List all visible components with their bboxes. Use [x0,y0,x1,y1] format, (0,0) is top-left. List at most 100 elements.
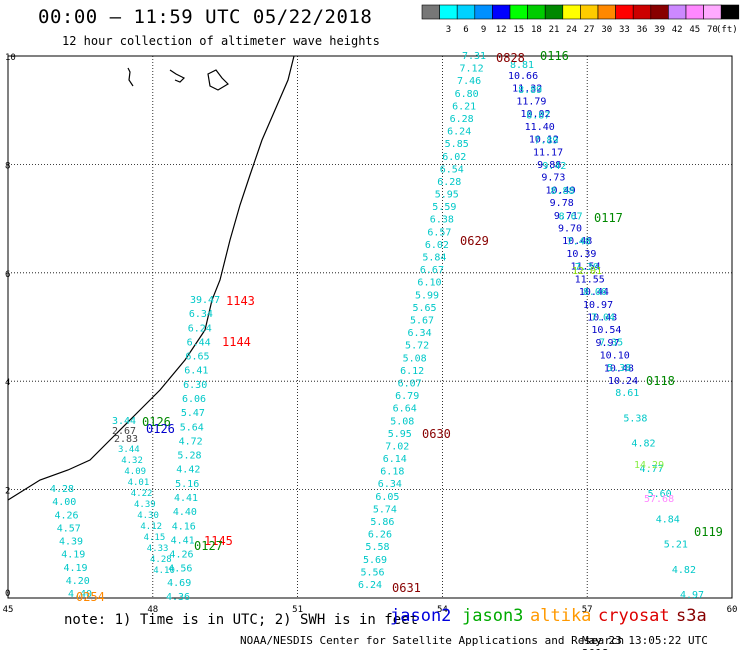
pass-time-label: 0116 [540,49,569,63]
wave-height-value: 4.40 [68,589,92,600]
wave-height-value: 5.16 [175,479,199,490]
wave-height-value: 6.21 [452,101,476,112]
wave-height-special: 57.68 [644,494,674,505]
wave-height-value: 7.31 [462,51,486,62]
wave-height-value: 5.08 [403,353,427,364]
color-scale-label: 21 [549,25,560,35]
wave-height-value: 6.24 [358,580,382,591]
wave-height-value: 4.77 [640,464,664,475]
wave-height-value: 9.70 [558,224,582,235]
color-scale-label: 36 [637,25,648,35]
y-tick-label: 8 [5,161,10,171]
wave-height-value: 5.85 [445,139,469,150]
wave-height-value: 6.10 [417,278,441,289]
island-outline [207,69,229,91]
wave-height-value: 4.36 [166,592,190,603]
wave-height-value: 11.79 [516,96,546,107]
x-tick-label: 48 [147,605,158,615]
color-scale-label: 33 [619,25,630,35]
wave-height-value: 10.48 [604,363,634,374]
wave-height-value: 4.19 [61,550,85,561]
credit-line: NOAA/NESDIS Center for Satellite Applica… [240,634,625,647]
wave-height-value: 5.86 [370,517,394,528]
wave-height-value: 6.80 [455,89,479,100]
color-scale-label: 18 [531,25,542,35]
wave-height-value: 6.14 [383,454,407,465]
color-scale-legend: 3 6 9 12 15 18 21 24 27 30 33 36 39 42 45 70(ft) [421,4,740,35]
wave-height-special: 3.44 [112,416,136,427]
x-tick-label: 51 [292,605,303,615]
wave-height-value: 4.10 [153,566,175,576]
wave-height-value: 4.57 [57,523,81,534]
pass-time-label: 0630 [422,427,451,441]
wave-height-value: 5.59 [432,202,456,213]
wave-height-value: 10.43 [587,312,617,323]
pass-time-label: 0118 [646,374,675,388]
wave-height-value: 9.71 [554,211,578,222]
wave-height-value: 4.28 [150,555,172,565]
wave-height-value: 6.24 [447,127,471,138]
wave-height-value: 5.38 [607,363,631,374]
wave-height-value: 4.41 [171,535,195,546]
wave-height-value: 6.44 [187,337,211,348]
color-scale-label: 24 [566,25,577,35]
satellite-legend-altika: altika [530,606,592,626]
wave-height-value: 4.39 [134,500,156,510]
wave-height-value: 5.84 [422,253,446,264]
color-scale-label: 12 [496,25,507,35]
color-scale-label: 30 [601,25,612,35]
wave-height-value: 4.39 [59,537,83,548]
wave-height-value: 9.73 [541,173,565,184]
wave-height-value: 5.72 [405,341,429,352]
wave-height-value: 4.32 [121,456,143,466]
wave-height-value: 9.78 [550,198,574,209]
wave-height-value: 6.06 [182,394,206,405]
footer-note: note: 1) Time is in UTC; 2) SWH is in fe… [64,612,419,628]
coastline [7,55,295,501]
wave-height-value: 4.15 [144,533,166,543]
y-tick-label: 0 [5,589,10,599]
wave-height-value: 6.41 [184,366,208,377]
island-outline [169,69,186,83]
wave-height-value: 4.22 [131,489,153,499]
wave-height-value: 10.54 [591,325,621,336]
wave-height-value: 8.88 [550,186,574,197]
y-tick-label: 6 [5,270,10,280]
island-outline [127,67,134,87]
wave-height-value: 8.06 [583,287,607,298]
wave-height-value: 7.04 [591,312,615,323]
color-scale-label: 45 [689,25,700,35]
wave-height-value: 6.07 [398,378,422,389]
wave-height-value: 5.28 [177,451,201,462]
wave-height-value: 4.16 [172,521,196,532]
wave-height-value: 4.97 [680,590,704,601]
wave-height-value: 6.02 [442,152,466,163]
wave-height-value: 9.42 [542,161,566,172]
pass-time-label: 1145 [204,534,233,548]
pass-time-label: 0631 [392,581,421,595]
wave-height-value: 10.12 [529,135,559,146]
wave-height-value: 4.28 [50,484,74,495]
wave-height-value: 10.44 [579,287,609,298]
y-tick-label: 4 [5,378,10,388]
color-scale-label: 27 [584,25,595,35]
wave-height-value: 7.35 [599,338,623,349]
color-scale-label: 15 [513,25,524,35]
color-swatch [720,4,740,20]
pass-time-label: 1143 [226,294,255,308]
wave-height-value: 7.48 [567,237,591,248]
wave-height-value: 4.82 [631,439,655,450]
wave-height-value: 4.00 [52,497,76,508]
wave-height-special: 14.29 [634,460,664,471]
wave-height-value: 8.61 [615,388,639,399]
wave-height-value: 4.84 [656,514,680,525]
wave-height-value: 7.89 [534,136,558,147]
wave-height-value: 5.38 [623,413,647,424]
wave-height-value: 7.46 [457,76,481,87]
y-tick-label: 10 [5,53,16,63]
satellite-legend-jason3: jason3 [462,606,524,626]
wave-height-value: 6.28 [450,114,474,125]
page-subtitle: 12 hour collection of altimeter wave hei… [62,34,380,48]
wave-height-value: 9.97 [596,338,620,349]
